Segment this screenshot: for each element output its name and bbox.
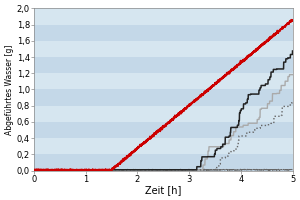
X-axis label: Zeit [h]: Zeit [h] [145, 185, 182, 195]
Bar [34, 41, 292, 57]
Bar [34, 57, 292, 73]
Bar [34, 138, 292, 154]
Bar [34, 25, 292, 41]
Bar [34, 8, 292, 25]
Bar [34, 89, 292, 106]
Y-axis label: Abgeführtes Wasser [g]: Abgeführtes Wasser [g] [5, 44, 14, 135]
Bar [34, 154, 292, 171]
Bar [34, 122, 292, 138]
Bar [34, 106, 292, 122]
Bar [34, 73, 292, 89]
